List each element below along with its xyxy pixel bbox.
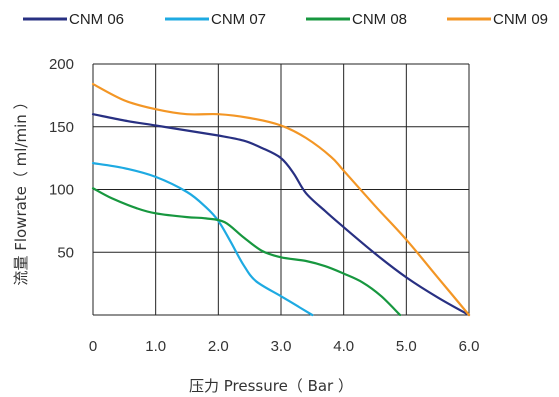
x-tick-label: 2.0 [208, 338, 229, 355]
legend-label-cnm-07: CNM 07 [211, 11, 266, 28]
y-tick-labels: 50 100 150 200 [49, 56, 74, 261]
y-tick-label: 100 [49, 182, 74, 199]
series-line-cnm-09 [91, 82, 471, 317]
x-tick-label: 6.0 [459, 338, 480, 355]
legend: CNM 06 CNM 07 CNM 08 CNM 09 [23, 11, 548, 28]
legend-label-cnm-09: CNM 09 [493, 11, 548, 28]
x-tick-label: 3.0 [271, 338, 292, 355]
x-tick-label: 5.0 [396, 338, 417, 355]
x-tick-label: 4.0 [333, 338, 354, 355]
series-lines [91, 82, 471, 317]
series-line-cnm-06 [91, 113, 471, 317]
y-tick-label: 50 [57, 244, 74, 261]
y-axis-label: 流量 Flowrate（ ml/min ） [12, 94, 30, 285]
y-tick-label: 200 [49, 56, 74, 73]
legend-label-cnm-06: CNM 06 [69, 11, 124, 28]
x-tick-label: 0 [89, 338, 97, 355]
legend-label-cnm-08: CNM 08 [352, 11, 407, 28]
y-tick-label: 150 [49, 119, 74, 136]
x-tick-label: 1.0 [145, 338, 166, 355]
series-line-cnm-08 [91, 187, 402, 317]
series-line-cnm-07 [91, 162, 314, 317]
x-tick-labels: 0 1.0 2.0 3.0 4.0 5.0 6.0 [89, 338, 480, 355]
x-axis-label: 压力 Pressure（ Bar ） [189, 377, 353, 395]
plot-grid [92, 63, 470, 316]
